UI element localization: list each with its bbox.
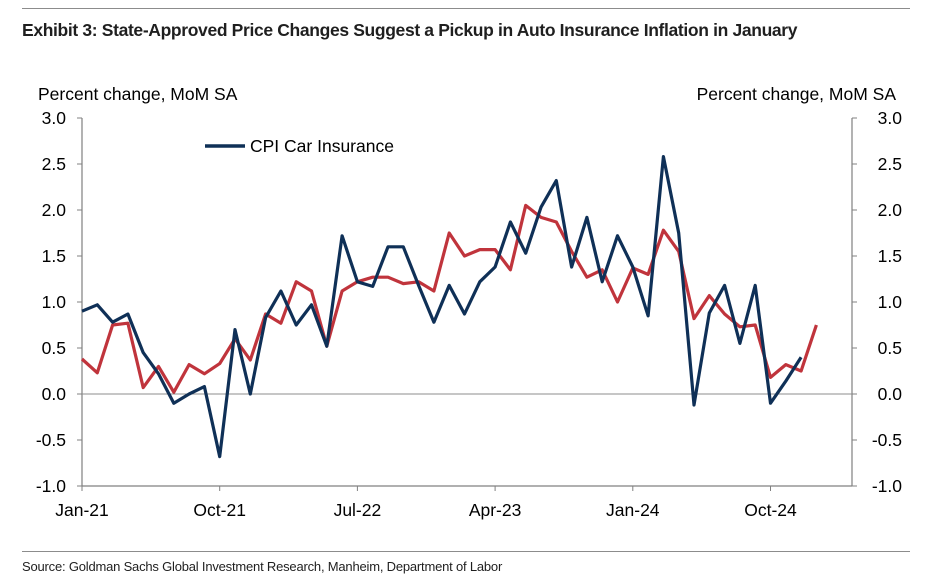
right-y-tick-label: 2.0: [878, 200, 903, 220]
right-y-tick-label: 1.0: [878, 292, 903, 312]
left-y-tick-label: 2.0: [42, 200, 67, 220]
top-rule: [22, 8, 910, 9]
left-y-tick-label: -1.0: [36, 476, 66, 496]
right-y-tick-label: 1.5: [878, 246, 902, 266]
legend-label-cpi-car-insurance: CPI Car Insurance: [250, 136, 394, 156]
left-y-tick-label: 2.5: [42, 154, 66, 174]
left-y-tick-label: 1.0: [42, 292, 67, 312]
x-tick-label: Jan-21: [55, 500, 109, 520]
source-note: Source: Goldman Sachs Global Investment …: [22, 559, 503, 574]
x-tick-label: Oct-21: [193, 500, 246, 520]
legend: CPI Car Insurance: [205, 136, 394, 156]
chart-axes: [77, 117, 857, 491]
right-y-tick-label: 2.5: [878, 154, 902, 174]
left-y-tick-label: 3.0: [42, 108, 67, 128]
right-y-tick-label: 0.5: [878, 338, 902, 358]
line-chart: Percent change, MoM SA Percent change, M…: [36, 84, 902, 520]
left-y-tick-label: 0.0: [42, 384, 67, 404]
series-lines: [80, 155, 818, 459]
right-y-tick-label: -0.5: [872, 430, 902, 450]
y-tick-labels: 3.0 3.0 2.5 2.5 2.0 2.0 1.5 1.5 1.0 1.0 0.5 0.5 0.0 0…: [36, 108, 902, 496]
x-tick-label: Apr-23: [469, 500, 522, 520]
bottom-rule: [22, 551, 910, 552]
series-line-cpi-car-insurance: [81, 155, 803, 459]
left-y-tick-label: -0.5: [36, 430, 66, 450]
left-y-tick-label: 1.5: [42, 246, 66, 266]
right-y-tick-label: 3.0: [878, 108, 903, 128]
right-y-tick-label: 0.0: [878, 384, 903, 404]
left-axis-label: Percent change, MoM SA: [38, 84, 238, 104]
x-tick-label: Oct-24: [744, 500, 797, 520]
x-tick-label: Jan-24: [606, 500, 660, 520]
right-y-tick-label: -1.0: [872, 476, 902, 496]
exhibit-title: Exhibit 3: State-Approved Price Changes …: [22, 20, 798, 40]
x-tick-labels: Jan-21 Oct-21 Jul-22 Apr-23 Jan-24 Oct-24: [55, 500, 797, 520]
left-y-tick-label: 0.5: [42, 338, 66, 358]
series-line-approved-price-changes: [80, 203, 818, 394]
right-axis-label: Percent change, MoM SA: [697, 84, 897, 104]
x-tick-label: Jul-22: [334, 500, 382, 520]
